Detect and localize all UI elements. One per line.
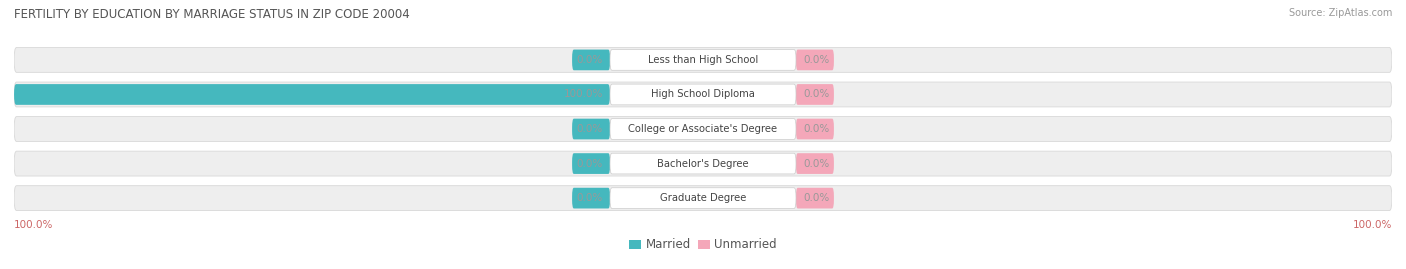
Text: College or Associate's Degree: College or Associate's Degree [628,124,778,134]
Text: 0.0%: 0.0% [576,124,603,134]
Text: Source: ZipAtlas.com: Source: ZipAtlas.com [1288,8,1392,18]
Text: 0.0%: 0.0% [803,55,830,65]
Text: Graduate Degree: Graduate Degree [659,193,747,203]
FancyBboxPatch shape [14,48,1392,72]
Text: 100.0%: 100.0% [1353,220,1392,229]
Text: High School Diploma: High School Diploma [651,90,755,100]
FancyBboxPatch shape [572,119,610,139]
FancyBboxPatch shape [796,153,834,174]
FancyBboxPatch shape [572,49,610,70]
FancyBboxPatch shape [796,119,834,139]
FancyBboxPatch shape [796,188,834,208]
FancyBboxPatch shape [14,82,1392,107]
Text: 100.0%: 100.0% [564,90,603,100]
Text: 0.0%: 0.0% [803,193,830,203]
FancyBboxPatch shape [572,153,610,174]
FancyBboxPatch shape [572,188,610,208]
FancyBboxPatch shape [610,153,796,174]
Text: FERTILITY BY EDUCATION BY MARRIAGE STATUS IN ZIP CODE 20004: FERTILITY BY EDUCATION BY MARRIAGE STATU… [14,8,409,21]
FancyBboxPatch shape [796,49,834,70]
Text: 0.0%: 0.0% [576,158,603,169]
Text: 0.0%: 0.0% [576,193,603,203]
FancyBboxPatch shape [796,84,834,105]
Text: 0.0%: 0.0% [803,90,830,100]
Text: Bachelor's Degree: Bachelor's Degree [657,158,749,169]
Text: Less than High School: Less than High School [648,55,758,65]
FancyBboxPatch shape [610,84,796,105]
Text: 100.0%: 100.0% [14,220,53,229]
FancyBboxPatch shape [14,186,1392,211]
Legend: Married, Unmarried: Married, Unmarried [624,234,782,256]
Text: 0.0%: 0.0% [803,124,830,134]
FancyBboxPatch shape [610,119,796,139]
FancyBboxPatch shape [14,84,610,105]
FancyBboxPatch shape [610,49,796,70]
FancyBboxPatch shape [14,116,1392,141]
Text: 0.0%: 0.0% [576,55,603,65]
FancyBboxPatch shape [14,151,1392,176]
FancyBboxPatch shape [610,188,796,208]
Text: 0.0%: 0.0% [803,158,830,169]
